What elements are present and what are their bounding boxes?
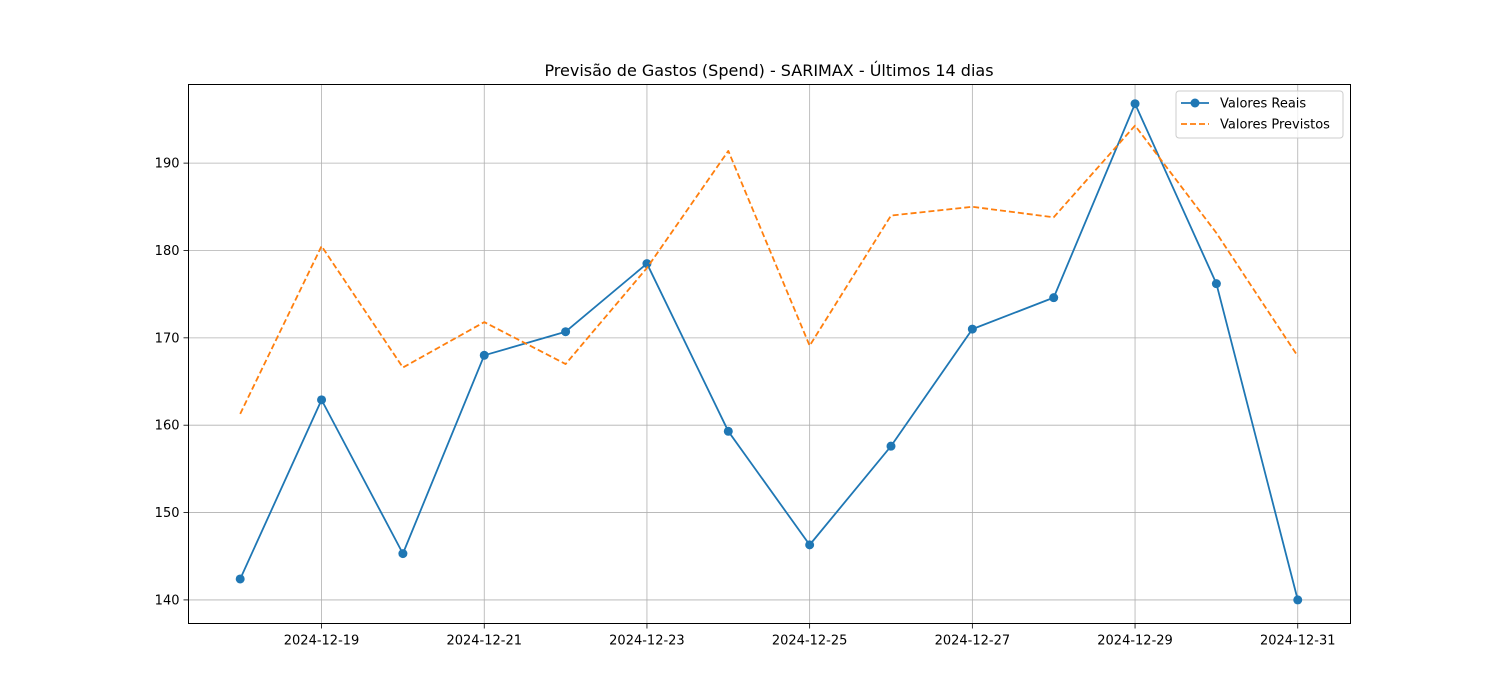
x-tick-label: 2024-12-25 (772, 634, 848, 649)
series-line-previstos (239, 124, 1299, 415)
x-tick-label: 2024-12-21 (446, 634, 522, 649)
data-point-reais (1130, 99, 1140, 109)
data-point-reais (886, 441, 896, 451)
series-layer (235, 99, 1303, 605)
x-tick-label: 2024-12-27 (935, 634, 1011, 649)
legend-marker-reais (1190, 98, 1200, 108)
y-tick-label: 190 (155, 157, 180, 172)
x-tick-label: 2024-12-31 (1260, 634, 1336, 649)
x-tick-label: 2024-12-19 (284, 634, 360, 649)
legend-box (1175, 90, 1344, 139)
data-point-reais (1049, 293, 1059, 303)
data-point-reais (561, 327, 571, 337)
data-point-reais (967, 324, 977, 334)
axis-layer: 2024-12-19 2024-12-21 2024-12-23 2024-12-25… (155, 157, 1336, 649)
y-tick-label: 160 (155, 419, 180, 434)
data-point-reais (235, 574, 245, 584)
data-point-reais (805, 540, 815, 550)
chart-title: Previsão de Gastos (Spend) - SARIMAX - Ú… (544, 61, 993, 80)
x-tick-label: 2024-12-29 (1097, 634, 1173, 649)
legend-label-reais: Valores Reais (1220, 97, 1306, 112)
y-tick-label: 150 (155, 506, 180, 521)
data-point-reais (723, 426, 733, 436)
legend-label-previstos: Valores Previstos (1220, 118, 1330, 133)
data-point-reais (479, 350, 489, 360)
y-tick-label: 170 (155, 331, 180, 346)
data-point-reais (642, 259, 652, 269)
data-point-reais (317, 395, 327, 405)
data-point-reais (1293, 595, 1303, 605)
data-point-reais (398, 549, 408, 559)
y-tick-label: 140 (155, 593, 180, 608)
data-point-reais (1211, 279, 1221, 289)
y-tick-label: 180 (155, 244, 180, 259)
series-line-reais (239, 102, 1299, 601)
legend: Valores Reais Valores Previstos (1175, 90, 1344, 139)
plot-frame (188, 84, 1351, 624)
x-tick-label: 2024-12-23 (609, 634, 685, 649)
